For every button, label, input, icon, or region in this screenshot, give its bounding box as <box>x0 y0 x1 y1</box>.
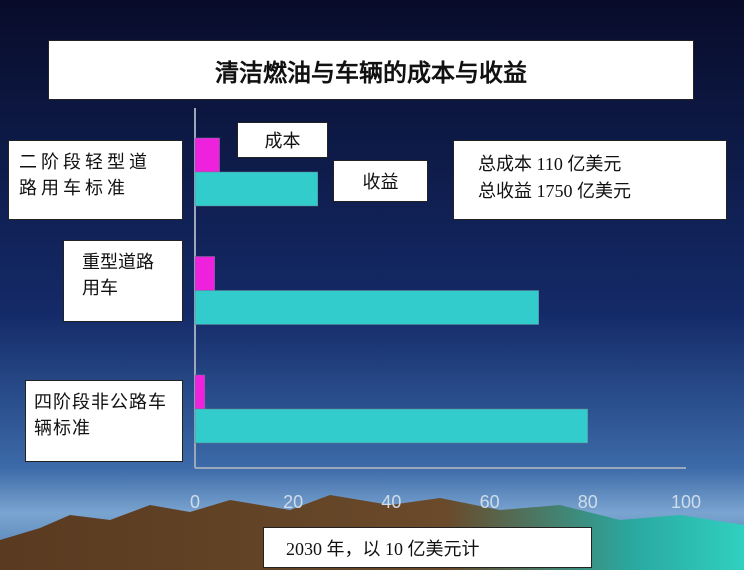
totals-box: 总成本 110 亿美元 总收益 1750 亿美元 <box>453 140 727 220</box>
category-label: 重型道路用车 <box>63 240 183 322</box>
x-axis-label: 2030 年，以 10 亿美元计 <box>263 527 592 568</box>
bar <box>194 171 318 207</box>
legend-label: 成本 <box>237 122 328 158</box>
x-tick-label: 0 <box>190 492 200 512</box>
category-label: 四阶段非公路车辆标准 <box>25 380 183 462</box>
bar <box>194 256 215 291</box>
x-tick-label: 20 <box>283 492 303 512</box>
x-tick-label: 80 <box>578 492 598 512</box>
x-tick-label: 40 <box>381 492 401 512</box>
x-tick-label: 60 <box>480 492 500 512</box>
bar <box>194 290 539 325</box>
x-tick-label: 100 <box>671 492 701 512</box>
legend-label: 收益 <box>333 160 428 202</box>
bar <box>194 137 220 173</box>
annotation: 总成本 110 亿美元 <box>478 154 622 174</box>
bar <box>194 408 589 444</box>
category-label: 二阶段轻型道路用车标准 <box>8 140 183 220</box>
annotation: 总收益 1750 亿美元 <box>478 181 631 201</box>
chart-title: 清洁燃油与车辆的成本与收益 <box>48 40 694 100</box>
bar <box>194 374 206 410</box>
